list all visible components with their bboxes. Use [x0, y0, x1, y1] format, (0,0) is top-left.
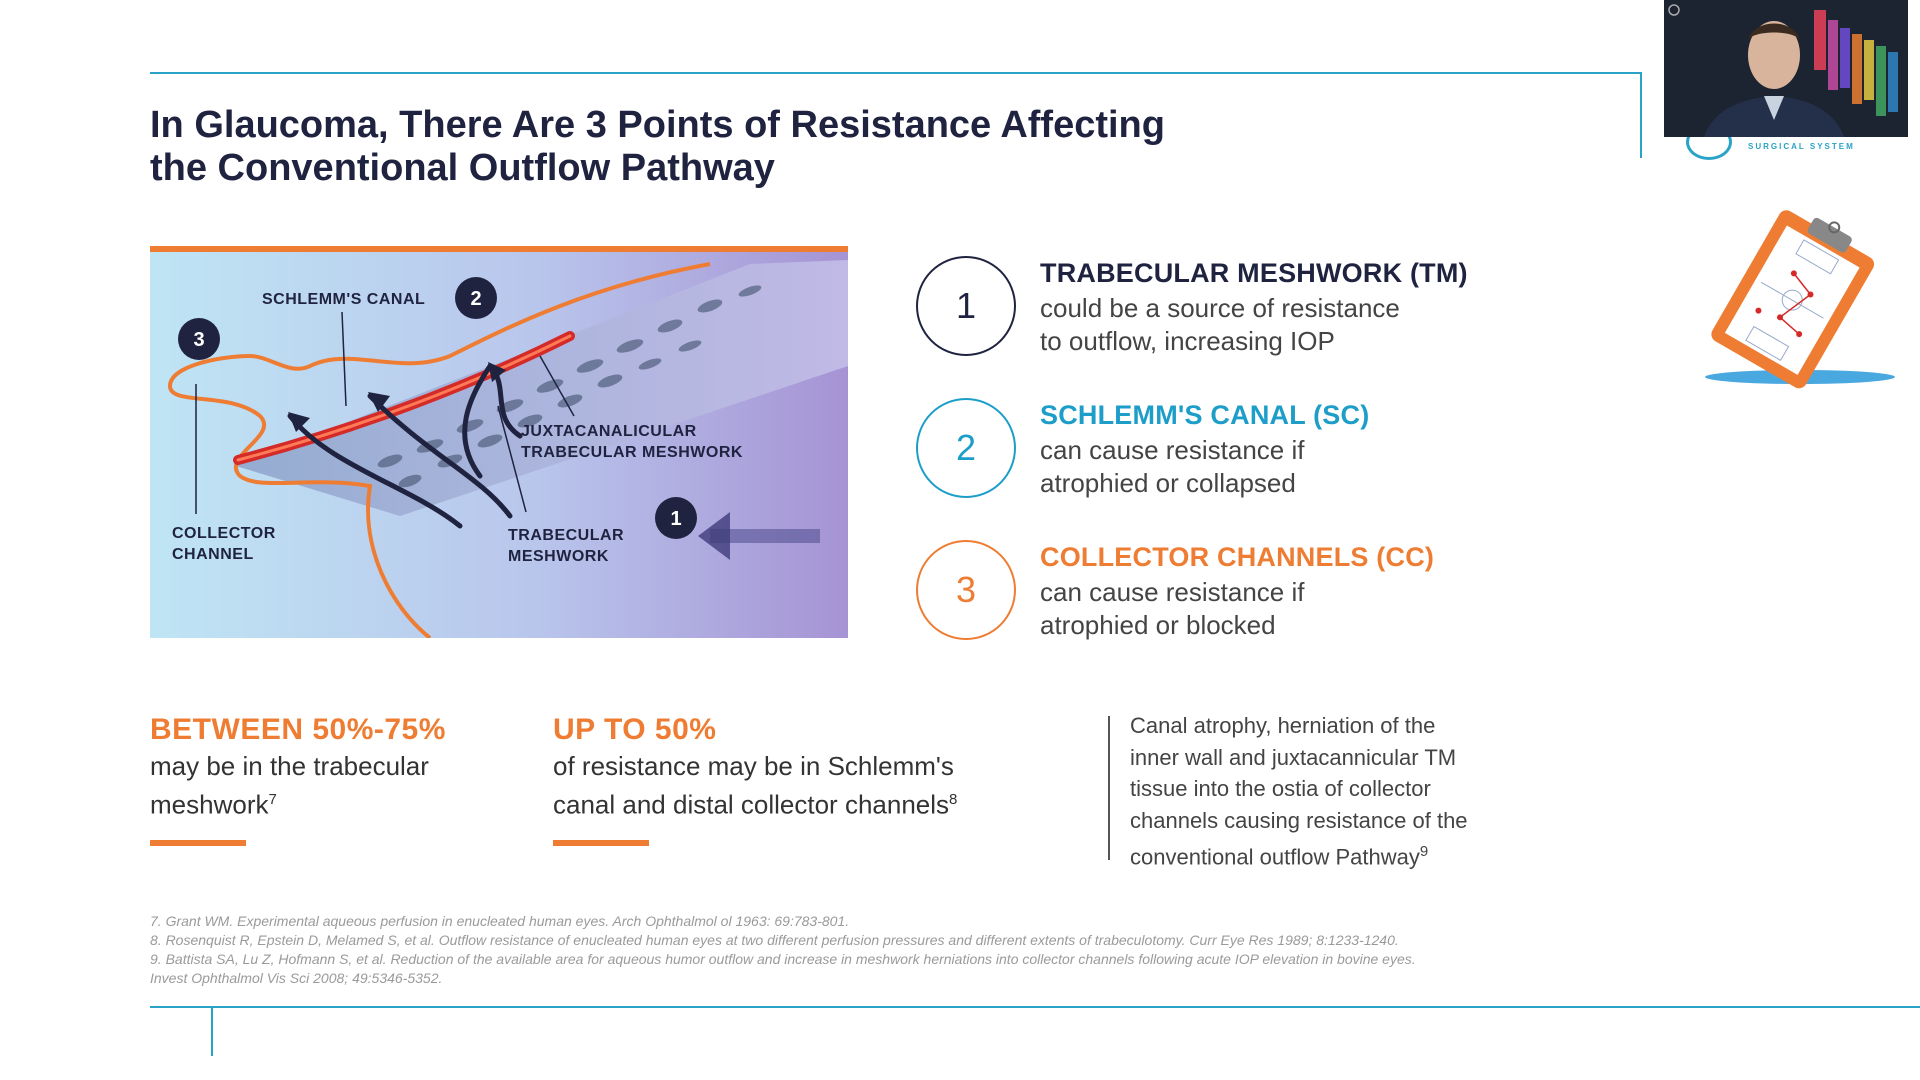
label-trabecular-line2: MESHWORK [508, 548, 609, 565]
collector-channel-outline [167, 262, 711, 640]
point-1: 1 TRABECULAR MESHWORK (TM) could be a so… [916, 256, 1716, 366]
logo-mark [1686, 124, 1732, 160]
quote-line1: Canal atrophy, herniation of the [1130, 713, 1436, 738]
stat-2-line1: of resistance may be in Schlemm's [553, 751, 954, 781]
point-2-line2: atrophied or collapsed [1040, 468, 1296, 498]
label-schlemms-canal: SCHLEMM'S CANAL [262, 291, 425, 308]
flow-arrowheads [288, 362, 506, 432]
point-2-circle: 2 [916, 398, 1016, 498]
marker-2: 2 [455, 277, 497, 319]
stat-1-footnote: 7 [268, 791, 277, 808]
point-2-line1: can cause resistance if [1040, 435, 1305, 465]
point-2-body: can cause resistance if atrophied or col… [1040, 434, 1460, 500]
point-3-line1: can cause resistance if [1040, 577, 1305, 607]
stat-1-line2-wrap: meshwork7 [150, 783, 510, 822]
point-3-line2: atrophied or blocked [1040, 610, 1276, 640]
label-collector-line2: CHANNEL [172, 546, 254, 563]
stat-1-heading: BETWEEN 50%-75% [150, 713, 446, 746]
point-2: 2 SCHLEMM'S CANAL (SC) can cause resista… [916, 398, 1716, 508]
stat-1-line2: meshwork [150, 789, 269, 820]
stat-1-line1: may be in the trabecular [150, 751, 429, 781]
presenter-video-thumbnail[interactable] [1664, 0, 1908, 137]
top-right-divider [1640, 72, 1642, 158]
point-1-heading: TRABECULAR MESHWORK (TM) [1040, 258, 1468, 288]
outflow-diagram-svg: SCHLEMM'S CANAL JUXTACANALICULAR TRABECU… [150, 246, 848, 640]
schlemms-canal-highlight [236, 334, 572, 462]
stat-2-heading: UP TO 50% [553, 713, 717, 746]
meshwork-pores [377, 285, 762, 488]
quote-line4: channels causing resistance of the [1130, 807, 1468, 833]
marker-1: 1 [655, 497, 697, 539]
stat-2-line2-wrap: canal and distal collector channels8 [553, 783, 1023, 822]
reference-8: 8. Rosenquist R, Epstein D, Melamed S, e… [150, 932, 1399, 948]
svg-text:3: 3 [193, 329, 204, 351]
reference-9-cont: Invest Ophthalmol Vis Sci 2008; 49:5346-… [150, 970, 443, 986]
bottom-divider [150, 1006, 1920, 1008]
presenter-video-frame [1664, 0, 1908, 137]
reference-9: 9. Battista SA, Lu Z, Hofmann S, et al. … [150, 951, 1416, 967]
stat-1-underline [150, 840, 246, 846]
title-line-2: the Conventional Outflow Pathway [150, 147, 775, 189]
quote-line5: conventional outflow Pathway [1130, 844, 1420, 870]
quote-footnote: 9 [1419, 843, 1429, 860]
title-line-1: In Glaucoma, There Are 3 Points of Resis… [150, 104, 1165, 146]
incoming-flow-arrow [698, 512, 820, 560]
quote-line3: tissue into the ostia of collector [1130, 776, 1431, 801]
stat-2-line2: canal and distal collector channels [553, 789, 950, 820]
clipboard-icon [1690, 205, 1900, 395]
svg-text:2: 2 [470, 288, 481, 310]
point-2-heading: SCHLEMM'S CANAL (SC) [1040, 400, 1370, 430]
point-3: 3 COLLECTOR CHANNELS (CC) can cause resi… [916, 540, 1716, 650]
logo-text: SURGICAL SYSTEM [1748, 142, 1855, 151]
point-1-line1: could be a source of resistance [1040, 293, 1400, 323]
point-3-heading: COLLECTOR CHANNELS (CC) [1040, 542, 1435, 572]
point-1-circle: 1 [916, 256, 1016, 356]
label-collector-line1: COLLECTOR [172, 525, 276, 542]
label-juxta-line2: TRABECULAR MESHWORK [521, 444, 743, 461]
leader-lines [195, 311, 575, 514]
quote-line5-wrap: conventional outflow Pathway9 [1130, 836, 1520, 873]
label-juxta-line1: JUXTACANALICULAR [521, 423, 697, 440]
quote-text: Canal atrophy, herniation of the inner w… [1130, 710, 1520, 873]
quote-line2: inner wall and juxtacannicular TM [1130, 744, 1457, 770]
point-3-body: can cause resistance if atrophied or blo… [1040, 576, 1460, 642]
references: 7. Grant WM. Experimental aqueous perfus… [150, 912, 1660, 988]
top-divider [150, 72, 1640, 74]
bottom-left-divider [211, 1006, 213, 1056]
marker-3: 3 [178, 318, 220, 360]
outflow-diagram: SCHLEMM'S CANAL JUXTACANALICULAR TRABECU… [150, 246, 848, 640]
stat-2-footnote: 8 [949, 791, 958, 808]
point-1-body: could be a source of resistance to outfl… [1040, 292, 1460, 358]
stat-2-underline [553, 840, 649, 846]
quote-divider [1108, 716, 1110, 860]
stat-2-body: of resistance may be in Schlemm's canal … [553, 750, 1023, 822]
slide-title: In Glaucoma, There Are 3 Points of Resis… [150, 104, 1230, 190]
label-trabecular-line1: TRABECULAR [508, 527, 624, 544]
svg-text:1: 1 [670, 508, 681, 530]
diagram-top-bar [150, 246, 848, 252]
reference-7: 7. Grant WM. Experimental aqueous perfus… [150, 913, 850, 929]
stat-1-body: may be in the trabecular meshwork7 [150, 750, 510, 822]
flow-arrows [287, 363, 523, 529]
point-3-circle: 3 [916, 540, 1016, 640]
point-1-line2: to outflow, increasing IOP [1040, 326, 1335, 356]
